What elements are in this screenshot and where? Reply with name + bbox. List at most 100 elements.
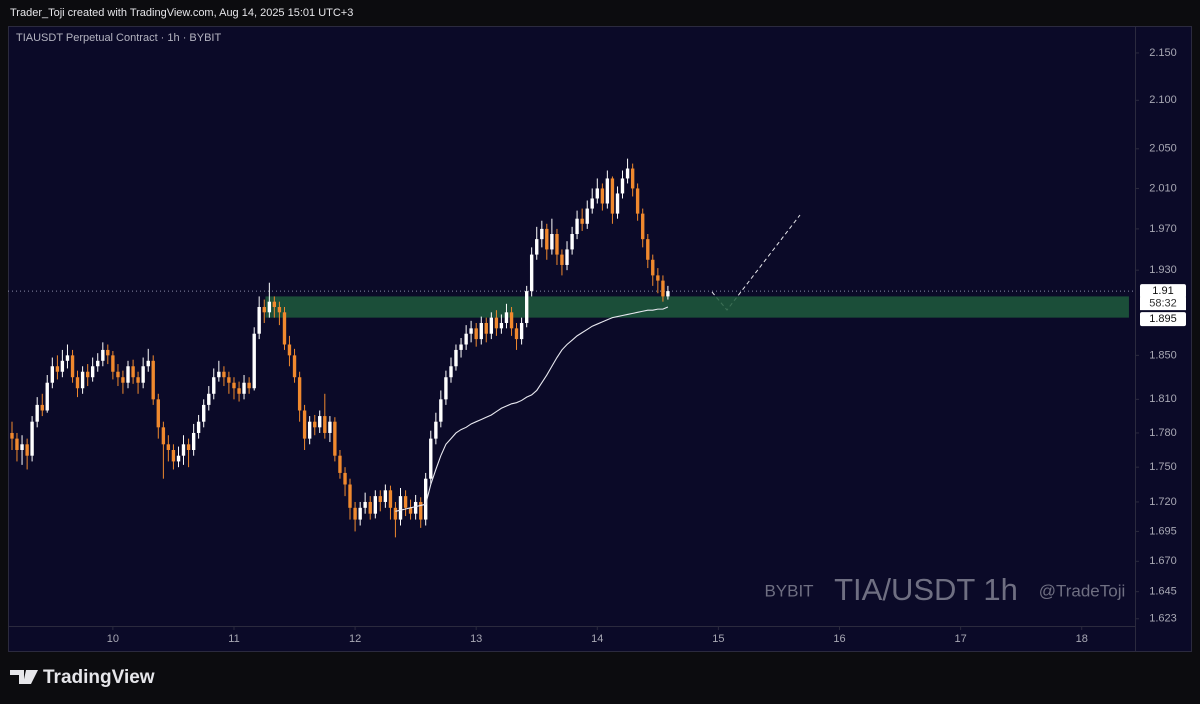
- x-tick-label: 10: [107, 633, 119, 645]
- candle-body: [479, 322, 483, 340]
- candle-body: [333, 421, 337, 456]
- candle-body: [575, 218, 579, 235]
- candle-body: [545, 228, 549, 250]
- candle-body: [186, 444, 191, 450]
- candle-body: [656, 275, 660, 281]
- candle-body: [287, 344, 292, 356]
- candle-body: [529, 254, 534, 292]
- candle-body: [484, 322, 488, 334]
- candle-body: [413, 501, 418, 514]
- candle-body: [348, 484, 352, 508]
- candle-body: [161, 427, 166, 445]
- candle-body: [282, 312, 287, 345]
- candle-body: [605, 178, 610, 204]
- candle-body: [292, 355, 297, 378]
- candle-body: [40, 404, 44, 411]
- candle-body: [525, 291, 529, 323]
- candle-body: [489, 317, 494, 334]
- y-tick-label: 2.010: [1149, 182, 1177, 194]
- candle-body: [661, 280, 665, 297]
- y-tick-label: 2.100: [1149, 94, 1177, 106]
- brand-name: TradingView: [43, 667, 155, 688]
- candle-body: [540, 228, 544, 240]
- candle-body: [70, 355, 75, 378]
- y-tick-label: 1.780: [1149, 427, 1177, 439]
- y-tick-label: 1.623: [1149, 613, 1177, 625]
- x-tick-label: 14: [591, 633, 603, 645]
- candle-body: [156, 399, 160, 428]
- y-tick-label: 1.850: [1149, 349, 1177, 361]
- candle-body: [191, 432, 196, 450]
- candle-body: [449, 366, 453, 378]
- candle-body: [207, 393, 211, 405]
- candle-body: [55, 366, 60, 372]
- candle-body: [106, 349, 110, 356]
- candle-body: [101, 349, 105, 361]
- candle-body: [166, 444, 171, 450]
- candle-body: [560, 254, 564, 265]
- candle-body: [141, 366, 145, 383]
- candle-body: [10, 432, 14, 439]
- candle-body: [641, 213, 645, 240]
- candle-body: [383, 490, 388, 502]
- candle-body: [555, 234, 559, 255]
- y-tick-label: 1.930: [1149, 264, 1177, 276]
- candle-body: [318, 416, 322, 428]
- candle-body: [388, 490, 393, 508]
- moving-average: [395, 306, 669, 512]
- candle-body: [565, 249, 569, 265]
- candle-body: [323, 416, 327, 433]
- x-tick-label: 18: [1076, 633, 1088, 645]
- candle-body: [171, 449, 176, 462]
- y-tick-label: 1.810: [1149, 393, 1177, 405]
- last-price-box: [1140, 284, 1186, 299]
- candle-body: [136, 377, 140, 383]
- candle-body: [126, 366, 130, 383]
- x-tick-label: 11: [228, 633, 239, 645]
- y-tick-label: 1.750: [1149, 461, 1177, 473]
- candle-body: [373, 496, 377, 514]
- candle-body: [15, 438, 19, 450]
- candle-body: [60, 360, 65, 372]
- candle-body: [267, 301, 272, 313]
- y-tick-label: 1.695: [1149, 525, 1177, 537]
- chart-panel: [8, 26, 1192, 652]
- candle-body: [630, 168, 635, 189]
- candle-body: [610, 178, 615, 214]
- candle-body: [277, 306, 282, 313]
- candle-body: [368, 501, 372, 514]
- candle-body: [131, 366, 135, 378]
- candle-body: [30, 421, 34, 456]
- candle-body: [297, 377, 302, 411]
- candle-body: [580, 218, 584, 224]
- candle-body: [50, 366, 55, 383]
- candle-body: [232, 382, 236, 389]
- watermark-symbol: TIA/USDT 1h: [834, 572, 1018, 607]
- candle-body: [222, 371, 226, 378]
- candle-body: [90, 366, 95, 378]
- candle-body: [408, 507, 413, 514]
- candle-body: [550, 234, 554, 250]
- candle-body: [363, 501, 367, 508]
- candle-body: [262, 306, 266, 313]
- candle-body: [85, 371, 90, 378]
- countdown-box: [1140, 297, 1186, 311]
- y-tick-label: 1.720: [1149, 496, 1177, 508]
- candle-body: [272, 301, 276, 307]
- candle-body: [35, 404, 39, 422]
- candle-body: [666, 291, 670, 297]
- candle-body: [121, 377, 125, 383]
- candle-body: [494, 317, 499, 329]
- candle-body: [176, 455, 181, 462]
- candle-body: [635, 188, 640, 214]
- candle-body: [80, 371, 85, 389]
- candle-body: [651, 259, 655, 276]
- candle-body: [227, 377, 231, 383]
- candle-body: [111, 355, 115, 372]
- x-tick-label: 17: [954, 633, 966, 645]
- candle-body: [474, 328, 478, 340]
- y-tick-label: 1.970: [1149, 223, 1177, 235]
- candle-body: [434, 421, 438, 439]
- candle-body: [25, 444, 29, 456]
